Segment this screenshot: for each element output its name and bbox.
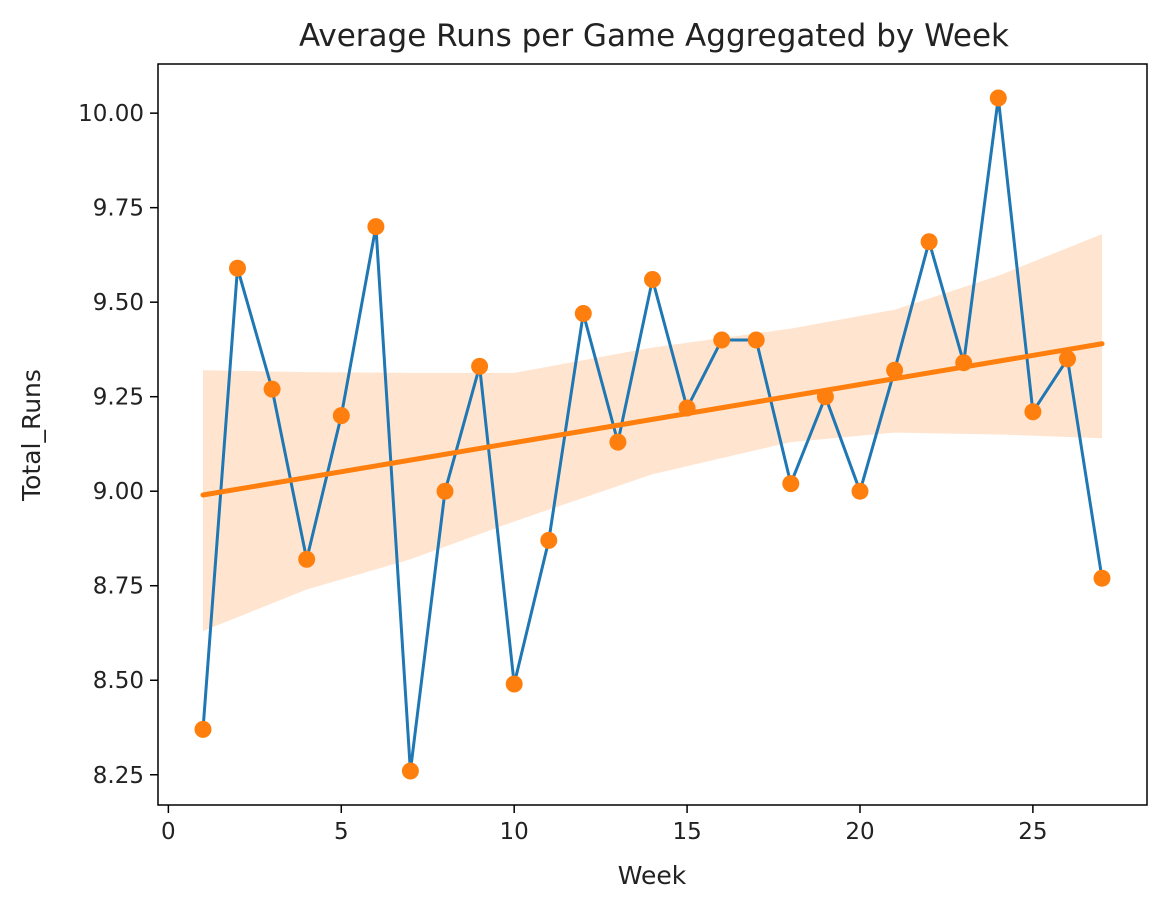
y-tick-label: 9.25 [93, 385, 144, 411]
data-point [332, 407, 350, 425]
data-point [609, 433, 627, 451]
data-point [782, 475, 800, 493]
data-point [989, 89, 1007, 107]
chart-title: Average Runs per Game Aggregated by Week [299, 18, 1009, 54]
plot-area: 0 5 10 15 20 25 8.25 8.50 8.75 9.00 9.25 9.50 9.75 10… [78, 63, 1148, 845]
regression-line [200, 341, 1105, 498]
y-tick-label: 9.75 [93, 196, 144, 222]
data-point [574, 305, 592, 322]
y-tick-label: 8.50 [93, 668, 144, 694]
data-point [644, 271, 661, 288]
x-axis-label: Week [618, 861, 687, 890]
x-tick-label: 20 [845, 819, 874, 845]
x-tick-label: 15 [672, 819, 701, 845]
data-point [747, 331, 765, 349]
y-tick-label: 8.25 [93, 763, 144, 789]
data-point [1093, 569, 1111, 587]
data-point [1024, 403, 1042, 421]
data-point [1059, 350, 1076, 368]
data-point [920, 233, 938, 251]
x-tick-label: 5 [334, 819, 349, 845]
data-point [194, 720, 212, 738]
data-point [263, 380, 281, 398]
data-point [886, 361, 904, 379]
data-point [471, 357, 489, 375]
y-tick-label: 8.75 [93, 574, 144, 600]
data-point [540, 531, 558, 549]
y-tick-label: 10.00 [78, 101, 144, 127]
data-point [505, 675, 523, 693]
data-point [367, 218, 385, 236]
confidence-band [203, 234, 1102, 632]
x-tick-label: 25 [1018, 819, 1047, 845]
y-axis-label: Total_Runs [17, 369, 46, 502]
data-point [229, 259, 246, 277]
x-tick-label: 10 [500, 819, 529, 845]
axes-frame [157, 63, 1148, 806]
data-point [401, 762, 419, 780]
y-tick-label: 9.50 [93, 290, 144, 316]
data-point [436, 482, 454, 500]
y-tick-label: 9.00 [93, 479, 144, 505]
data-point [851, 482, 869, 500]
data-point [713, 331, 731, 349]
data-point [298, 550, 316, 568]
x-tick-label: 0 [161, 819, 176, 845]
